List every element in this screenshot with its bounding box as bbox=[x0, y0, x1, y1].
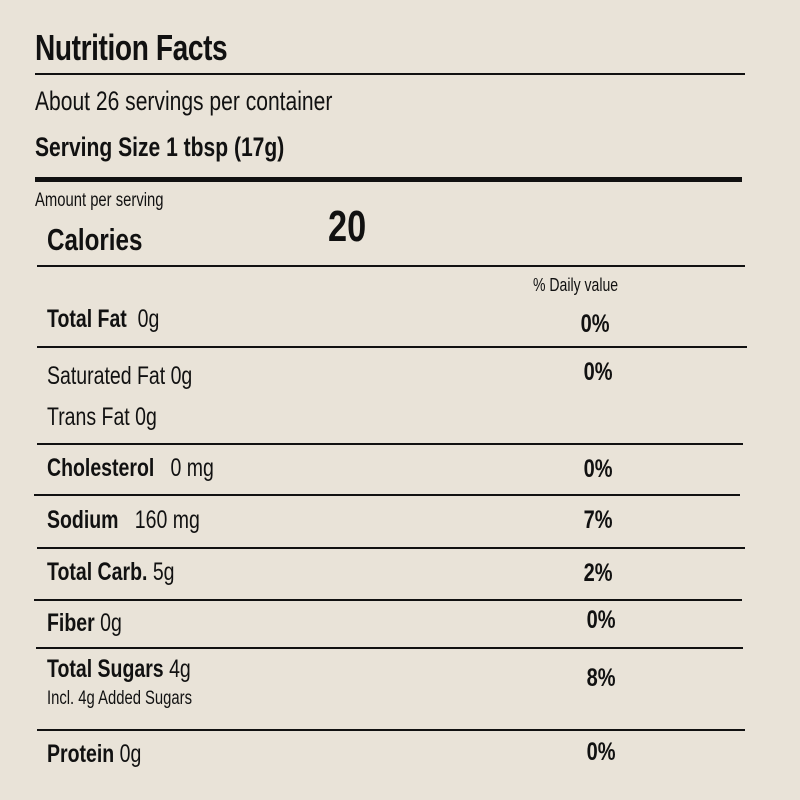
daily-value-saturated-fat: 0% bbox=[583, 358, 613, 386]
nutrient-amount: 160 mg bbox=[134, 506, 200, 534]
daily-value-header: % Daily value bbox=[533, 275, 619, 295]
nutrient-name: Total Sugars bbox=[47, 655, 164, 683]
nutrient-amount: 0g bbox=[119, 740, 142, 768]
nutrient-row-total-sugars: Total Sugars 4g bbox=[47, 655, 231, 684]
nutrient-name: Fiber bbox=[47, 609, 95, 637]
nutrient-amount: 5g bbox=[152, 558, 175, 586]
nutrient-name: Cholesterol bbox=[47, 454, 155, 482]
daily-value-cholesterol: 0% bbox=[583, 455, 613, 483]
nutrient-row-cholesterol: Cholesterol 0 mg bbox=[47, 454, 261, 483]
nutrient-amount: 0g bbox=[100, 609, 122, 637]
added-sugars-note: Incl. 4g Added Sugars bbox=[47, 688, 193, 709]
divider bbox=[35, 73, 745, 75]
daily-value-sodium: 7% bbox=[583, 506, 613, 534]
servings-per-container: About 26 servings per container bbox=[35, 86, 333, 116]
calories-label: Calories bbox=[47, 222, 143, 257]
divider bbox=[37, 547, 745, 549]
divider bbox=[36, 647, 743, 649]
nutrient-row-saturated-fat: Saturated Fat 0g bbox=[47, 362, 193, 390]
divider bbox=[34, 599, 742, 601]
nutrient-name: Total Fat bbox=[47, 305, 127, 333]
daily-value-protein: 0% bbox=[586, 738, 616, 766]
daily-value-total-carb: 2% bbox=[583, 559, 613, 587]
daily-value-total-sugars: 8% bbox=[586, 664, 616, 692]
divider bbox=[37, 729, 745, 731]
daily-value-fiber: 0% bbox=[586, 606, 616, 634]
nutrient-name: Total Carb. bbox=[47, 558, 148, 586]
nutrient-row-sodium: Sodium 160 mg bbox=[47, 506, 243, 535]
nutrient-amount: 4g bbox=[169, 655, 191, 683]
nutrient-row-total-carb: Total Carb. 5g bbox=[47, 558, 210, 587]
nutrient-amount: 0g bbox=[137, 305, 160, 333]
divider bbox=[37, 443, 743, 445]
divider bbox=[37, 265, 745, 267]
nutrient-row-total-fat: Total Fat 0g bbox=[47, 305, 191, 334]
nutrient-row-trans-fat: Trans Fat 0g bbox=[47, 403, 157, 431]
thick-divider bbox=[35, 177, 742, 182]
nutrient-name: Protein bbox=[47, 740, 115, 768]
serving-size: Serving Size 1 tbsp (17g) bbox=[35, 132, 285, 162]
nutrient-row-fiber: Fiber 0g bbox=[47, 609, 143, 638]
divider bbox=[37, 346, 747, 348]
nutrient-amount: 0 mg bbox=[170, 454, 214, 482]
calories-value: 20 bbox=[328, 202, 367, 251]
daily-value-total-fat: 0% bbox=[580, 310, 610, 338]
amount-per-serving-label: Amount per serving bbox=[35, 190, 164, 211]
divider bbox=[34, 494, 740, 496]
nutrient-row-protein: Protein 0g bbox=[47, 740, 168, 769]
nutrient-name: Sodium bbox=[47, 506, 119, 534]
label-title: Nutrition Facts bbox=[35, 27, 228, 68]
